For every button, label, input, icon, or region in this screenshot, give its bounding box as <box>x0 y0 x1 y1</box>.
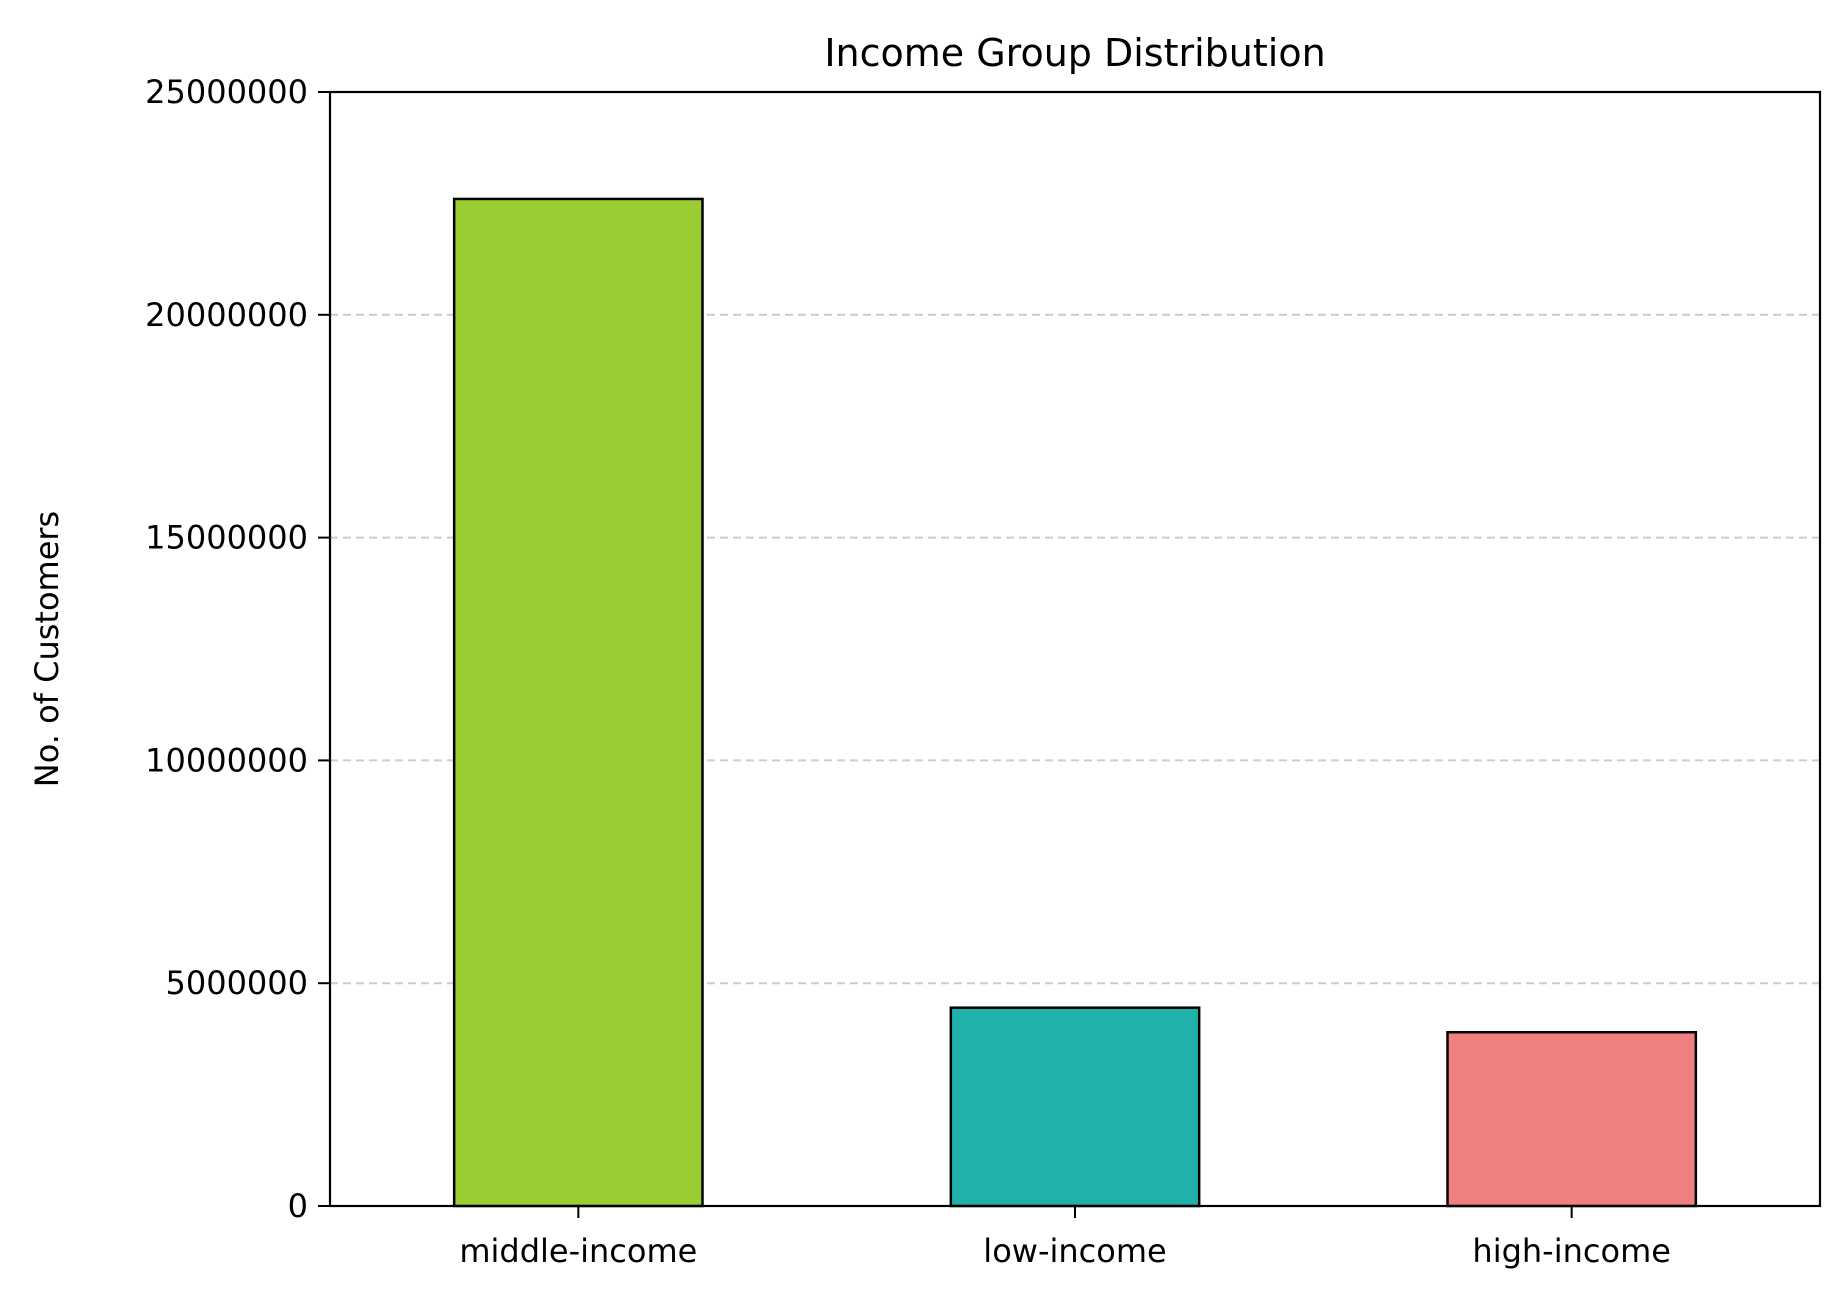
y-tick-label: 15000000 <box>145 519 308 557</box>
x-axis-ticks: middle-income low-income high-income <box>459 1206 1671 1270</box>
x-tick-label: middle-income <box>459 1232 697 1270</box>
x-tick-label: low-income <box>983 1232 1166 1270</box>
chart-title: Income Group Distribution <box>824 31 1325 75</box>
y-tick-label: 25000000 <box>145 73 308 111</box>
x-tick-label: high-income <box>1472 1232 1671 1270</box>
bar-middle-income <box>452 197 704 1208</box>
bars <box>452 197 1698 1208</box>
bar-low-income <box>949 1006 1201 1208</box>
y-tick-label: 10000000 <box>145 741 308 779</box>
bar-high-income <box>1446 1030 1698 1208</box>
y-axis-ticks: 0 5000000 10000000 15000000 20000000 25000000 <box>145 73 330 1225</box>
y-tick-label: 5000000 <box>165 964 308 1002</box>
y-tick-label: 20000000 <box>145 296 308 334</box>
y-axis-label: No. of Customers <box>28 511 66 787</box>
y-tick-label: 0 <box>288 1187 308 1225</box>
